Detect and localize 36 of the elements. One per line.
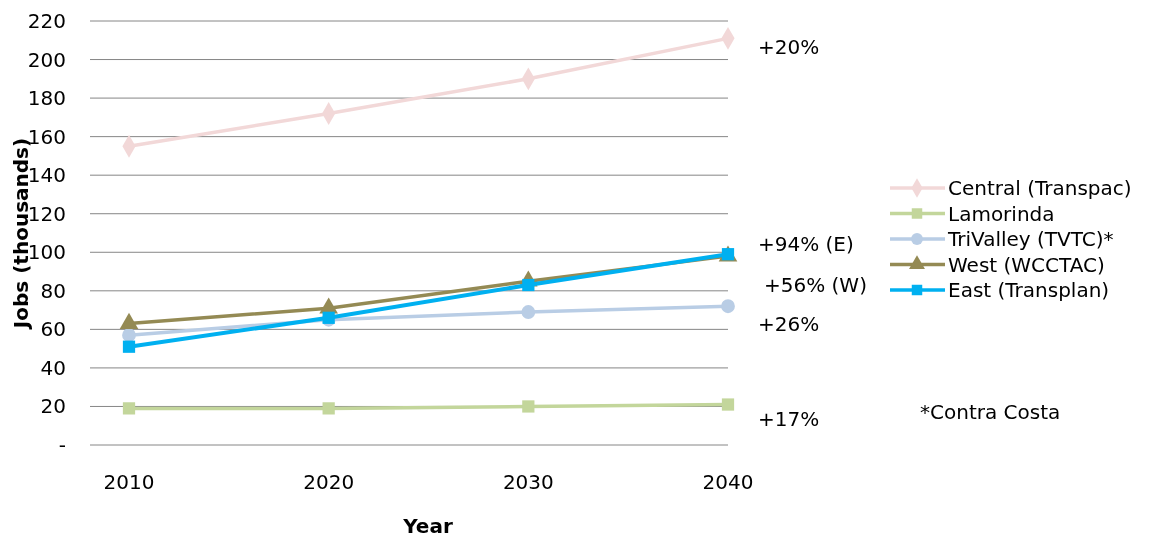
x-tick-label: 2040 xyxy=(702,470,754,494)
point xyxy=(521,305,536,319)
y-tick-label: 60 xyxy=(40,317,66,342)
text: +17% xyxy=(758,407,820,431)
text: +26% xyxy=(758,312,820,336)
y-tick-label: 80 xyxy=(40,278,66,303)
y-tick-label: 220 xyxy=(27,9,66,33)
y-tick-label: 20 xyxy=(40,394,66,419)
y-tick-label: 200 xyxy=(27,47,66,72)
y-tick-label: 140 xyxy=(27,163,66,188)
legend-label: Lamorinda xyxy=(948,201,1055,226)
x-tick-label: 2030 xyxy=(502,470,554,494)
point xyxy=(122,402,136,415)
point xyxy=(721,299,735,314)
x-tick-label: 2010 xyxy=(103,470,155,494)
text: +20% xyxy=(758,35,820,59)
y-tick-label: 100 xyxy=(27,240,66,265)
legend-label: West (WCCTAC) xyxy=(948,252,1105,277)
y-tick-label: - xyxy=(58,433,66,457)
point xyxy=(322,402,335,415)
legend-label: Central (Transpac) xyxy=(948,176,1132,200)
text: +94% (E) xyxy=(758,232,854,256)
text: +56% (W) xyxy=(764,273,867,297)
y-tick-label: 180 xyxy=(27,86,66,111)
point xyxy=(122,328,136,343)
y-tick-label: 40 xyxy=(40,355,66,380)
x-tick-label: 2020 xyxy=(303,470,355,494)
legend-label: East (Transplan) xyxy=(948,278,1110,302)
y-tick-label: 120 xyxy=(27,201,66,226)
point xyxy=(721,398,735,411)
point xyxy=(522,400,535,413)
x-axis-title: Year xyxy=(402,514,453,537)
legend-label: TriValley (TVTC)* xyxy=(947,227,1114,251)
point xyxy=(122,340,136,353)
text: *Contra Costa xyxy=(920,400,1061,424)
point xyxy=(522,278,535,292)
